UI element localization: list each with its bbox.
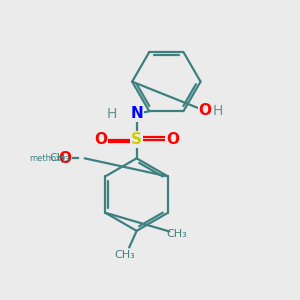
Text: CH₃: CH₃: [167, 230, 187, 239]
Text: O: O: [58, 151, 71, 166]
Text: N: N: [130, 106, 143, 121]
Text: S: S: [131, 132, 142, 147]
Text: H: H: [213, 104, 223, 118]
Text: methoxy: methoxy: [30, 154, 67, 163]
Text: CH₃: CH₃: [114, 250, 135, 260]
Text: O: O: [166, 132, 179, 147]
Text: CH₃: CH₃: [49, 153, 70, 163]
Text: H: H: [107, 107, 117, 121]
Text: O: O: [94, 132, 107, 147]
Text: O: O: [199, 103, 212, 118]
